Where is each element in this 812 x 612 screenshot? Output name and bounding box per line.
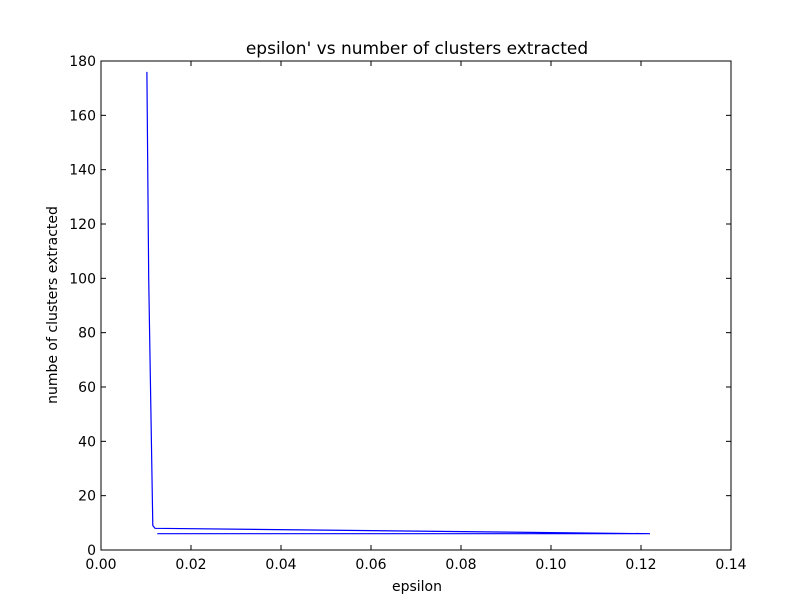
x-tick-label: 0.10 — [535, 557, 566, 573]
x-tick-label: 0.00 — [85, 557, 116, 573]
x-axis-label: epsilon — [392, 579, 442, 595]
y-tick-label: 60 — [78, 380, 96, 396]
plot-area — [146, 71, 651, 535]
x-tick-label: 0.12 — [625, 557, 656, 573]
x-tick-label: 0.04 — [265, 557, 296, 573]
chart-title: epsilon' vs number of clusters extracted — [246, 39, 588, 59]
y-tick-label: 160 — [69, 108, 96, 124]
y-tick-label: 80 — [78, 326, 96, 342]
y-tick-label: 40 — [78, 434, 96, 450]
y-tick-label: 180 — [69, 54, 96, 70]
x-axis: 0.00 0.02 0.04 0.06 0.08 0.10 0.12 0.14 — [85, 61, 747, 573]
y-tick-label: 100 — [69, 271, 96, 287]
y-tick-label: 140 — [69, 163, 96, 179]
y-tick-label: 20 — [78, 489, 96, 505]
y-tick-label: 0 — [87, 543, 96, 559]
x-tick-label: 0.02 — [175, 557, 206, 573]
y-axis: 0 20 40 60 80 100 120 140 160 180 — [69, 54, 731, 559]
series-line — [146, 71, 651, 535]
x-tick-label: 0.14 — [715, 557, 746, 573]
y-tick-label: 120 — [69, 217, 96, 233]
y-axis-label: numbe of clusters extracted — [45, 206, 61, 404]
plot-frame — [100, 60, 732, 551]
x-tick-label: 0.06 — [355, 557, 386, 573]
x-tick-label: 0.08 — [445, 557, 476, 573]
